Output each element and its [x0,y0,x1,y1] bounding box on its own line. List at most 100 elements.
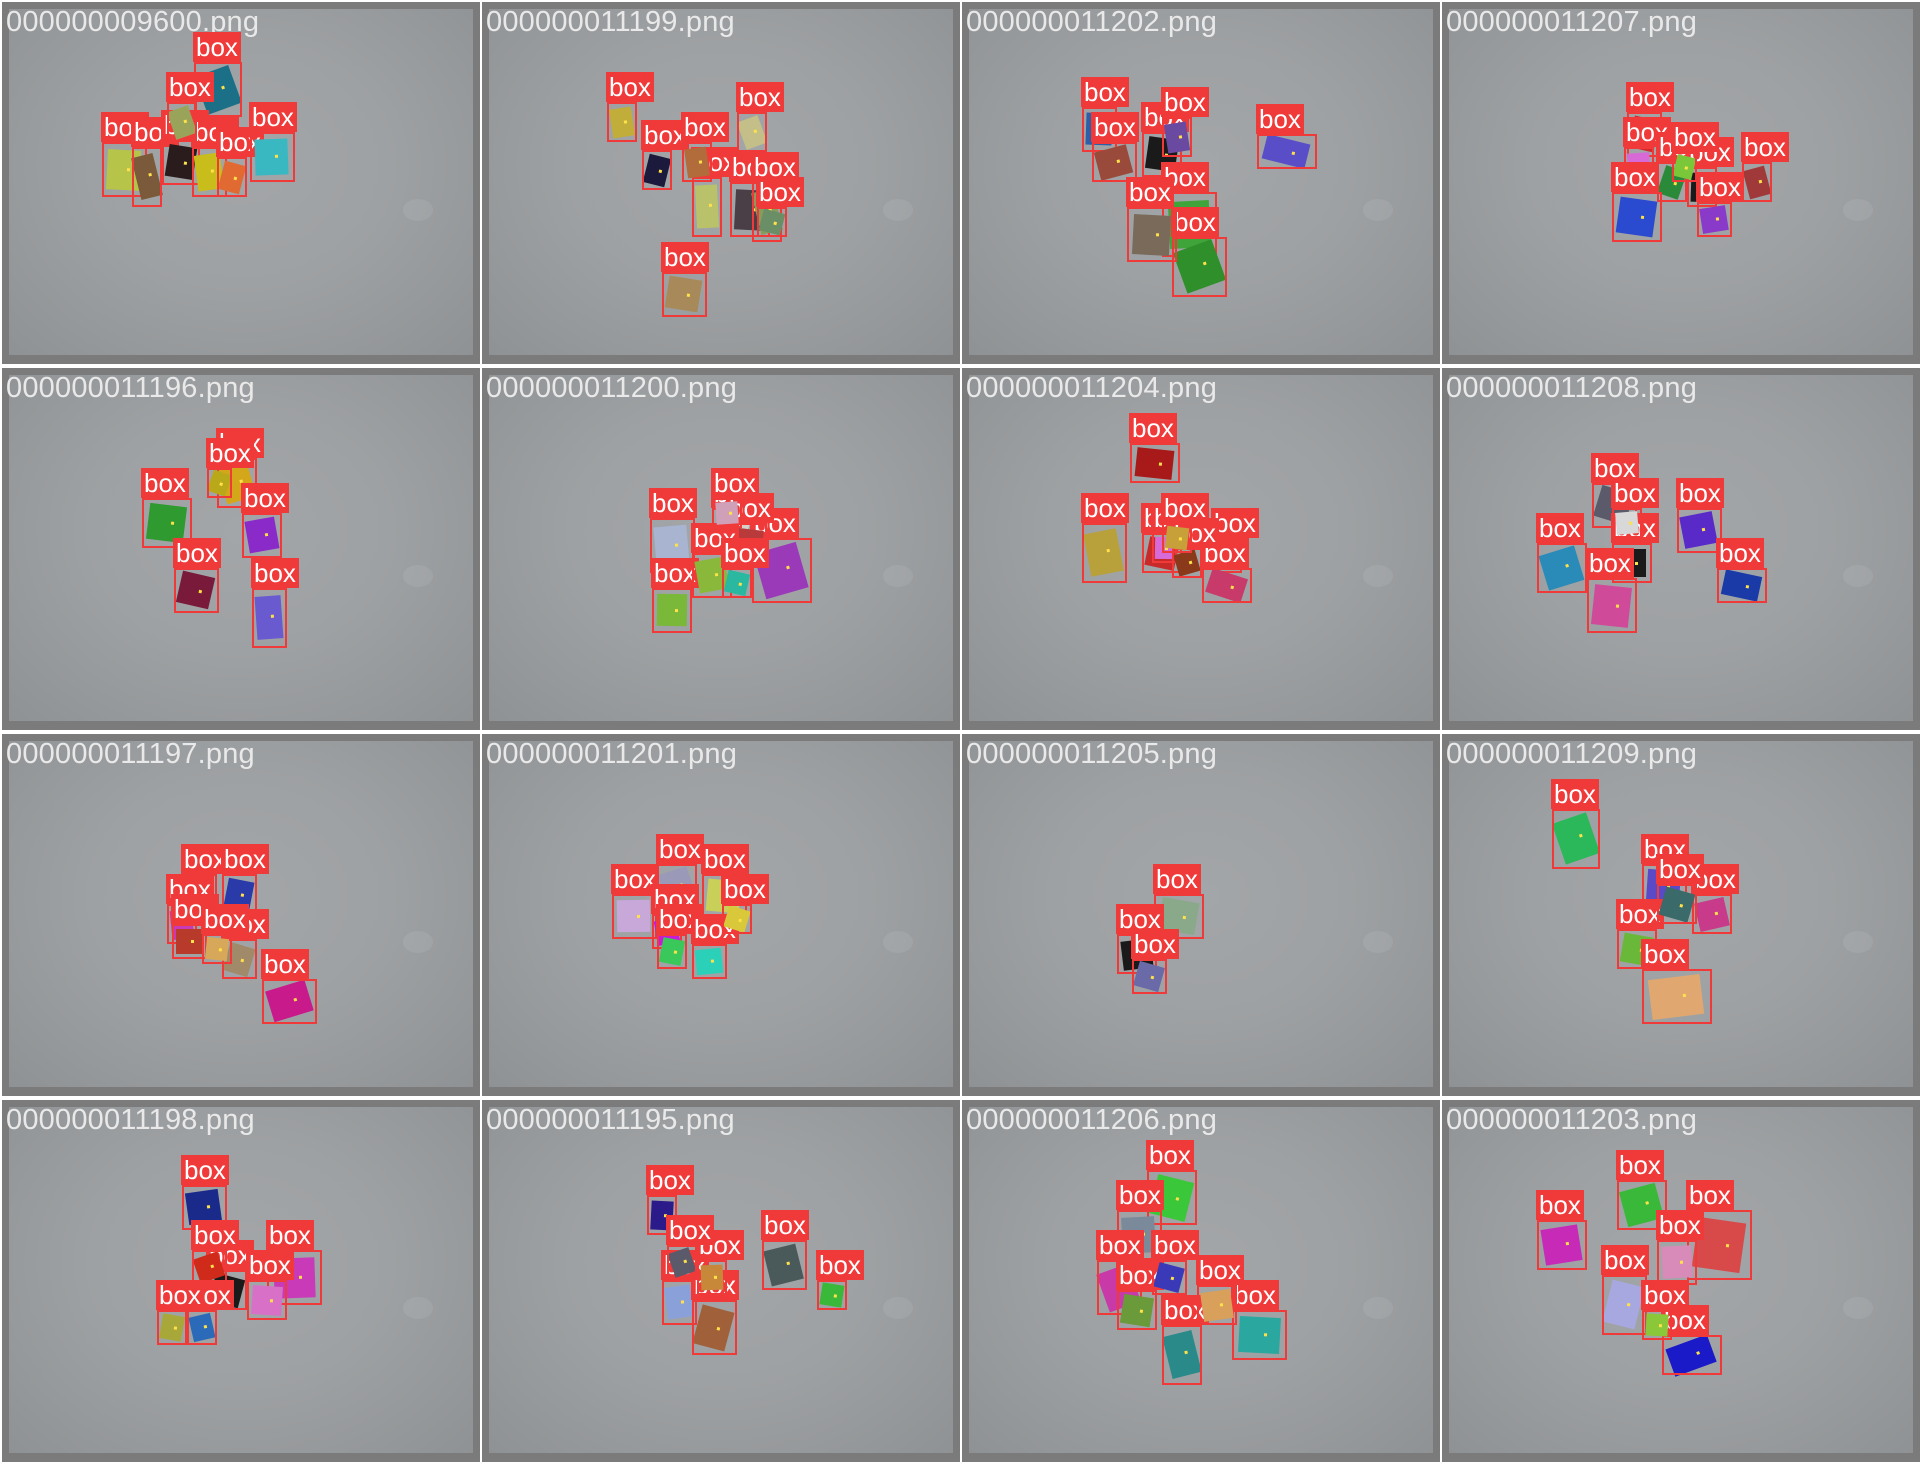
detection-box: box [1201,538,1252,604]
detection-box: box [1126,177,1177,262]
class-label: box [246,1250,294,1280]
class-label: box [1671,122,1719,152]
class-label: box [181,844,229,874]
class-label: box [201,904,249,934]
bbox-outline [1162,523,1192,553]
image-filename: 000000011195.png [486,1104,735,1136]
class-label: box [649,488,697,518]
class-label: box [249,102,297,132]
class-label: box [261,949,309,979]
detection-box: box [761,1210,809,1290]
class-label: box [1696,172,1744,202]
detection-box: box [1131,929,1179,994]
image-filename: 000000011202.png [966,6,1218,38]
bbox-outline [157,1310,187,1345]
bbox-outline [1132,959,1167,994]
bbox-outline [1162,1325,1202,1385]
image-tile[interactable]: 000000011209.png box box box box box box [1442,734,1920,1096]
detection-box: box [181,844,229,914]
class-label: box [1536,513,1584,543]
detection-box: box [1536,1190,1587,1270]
detection-box: box [666,1215,714,1280]
class-label: box [173,538,221,568]
class-label: box [1536,1190,1584,1220]
bbox-outline [187,1310,217,1345]
bbox-outline [1677,508,1722,553]
class-label: box [1641,939,1689,969]
bbox-outline [262,979,317,1024]
class-label: box [1116,1180,1164,1210]
detection-box: box [1256,104,1317,170]
bbox-outline [1642,969,1712,1024]
image-tile[interactable]: 000000011199.png box box box box box box box box… [482,2,960,364]
detection-box: box [1171,207,1227,297]
detection-box: box [141,468,192,548]
scene-photo [9,375,473,721]
image-tile[interactable]: 000000011203.png box box box box box box box [1442,1100,1920,1462]
bbox-outline [762,1240,807,1290]
class-label: box [1161,87,1209,117]
class-label: box [1656,854,1704,884]
detection-box: box [261,949,317,1024]
class-label: box [1201,538,1249,568]
detection-box: box [191,1220,239,1285]
detection-box: box [721,538,769,598]
bbox-outline [1617,1180,1667,1230]
class-label: box [1129,413,1177,443]
class-label: box [1096,1230,1144,1260]
detection-box: box [1129,413,1180,483]
class-label: box [641,120,689,150]
bbox-outline [662,272,707,317]
class-label: box [1716,538,1764,568]
class-label: box [1091,112,1139,142]
detection-box: box [691,914,739,979]
class-label: box [661,242,709,272]
image-filename: 000000011200.png [486,372,738,404]
image-tile[interactable]: 000000011202.png box box box box box box box box [962,2,1440,364]
class-label: box [721,874,769,904]
class-label: box [816,1250,864,1280]
image-tile[interactable]: 000000011206.png box box box box box box box box [962,1100,1440,1462]
image-filename: 000000011203.png [1446,1104,1698,1136]
bbox-outline [1552,809,1600,869]
bbox-outline [607,102,637,142]
bbox-outline [1537,1220,1587,1270]
bbox-outline [757,207,787,237]
class-label: box [1611,478,1659,508]
image-tile[interactable]: 000000011198.png box box box box box box box [2,1100,480,1462]
keypoint-dot [191,940,195,944]
detection-box: box [1081,493,1129,583]
bbox-outline [202,934,232,964]
image-tile[interactable]: 000000011201.png box box box box box box box [482,734,960,1096]
class-label: box [206,438,254,468]
bbox-outline [1587,578,1637,633]
bbox-outline [174,568,219,613]
image-filename: 000000011206.png [966,1104,1218,1136]
bbox-outline [217,157,247,197]
detection-box: box [1691,864,1739,934]
class-label: box [681,112,729,142]
class-label: box [646,1165,694,1195]
detection-box: box [173,538,221,613]
detection-box: box [201,904,249,964]
detection-box: box [1696,172,1744,237]
detection-box: box [656,904,704,969]
detection-box: box [736,82,784,152]
class-label: box [756,177,804,207]
bbox-outline [1662,1335,1722,1375]
bbox-outline [1092,142,1137,182]
bbox-outline [1687,1210,1752,1280]
image-tile[interactable]: 000000011205.png box box box [962,734,1440,1096]
detection-box: box [1741,132,1789,202]
detection-box: box [251,558,299,648]
bbox-outline [1717,568,1767,603]
